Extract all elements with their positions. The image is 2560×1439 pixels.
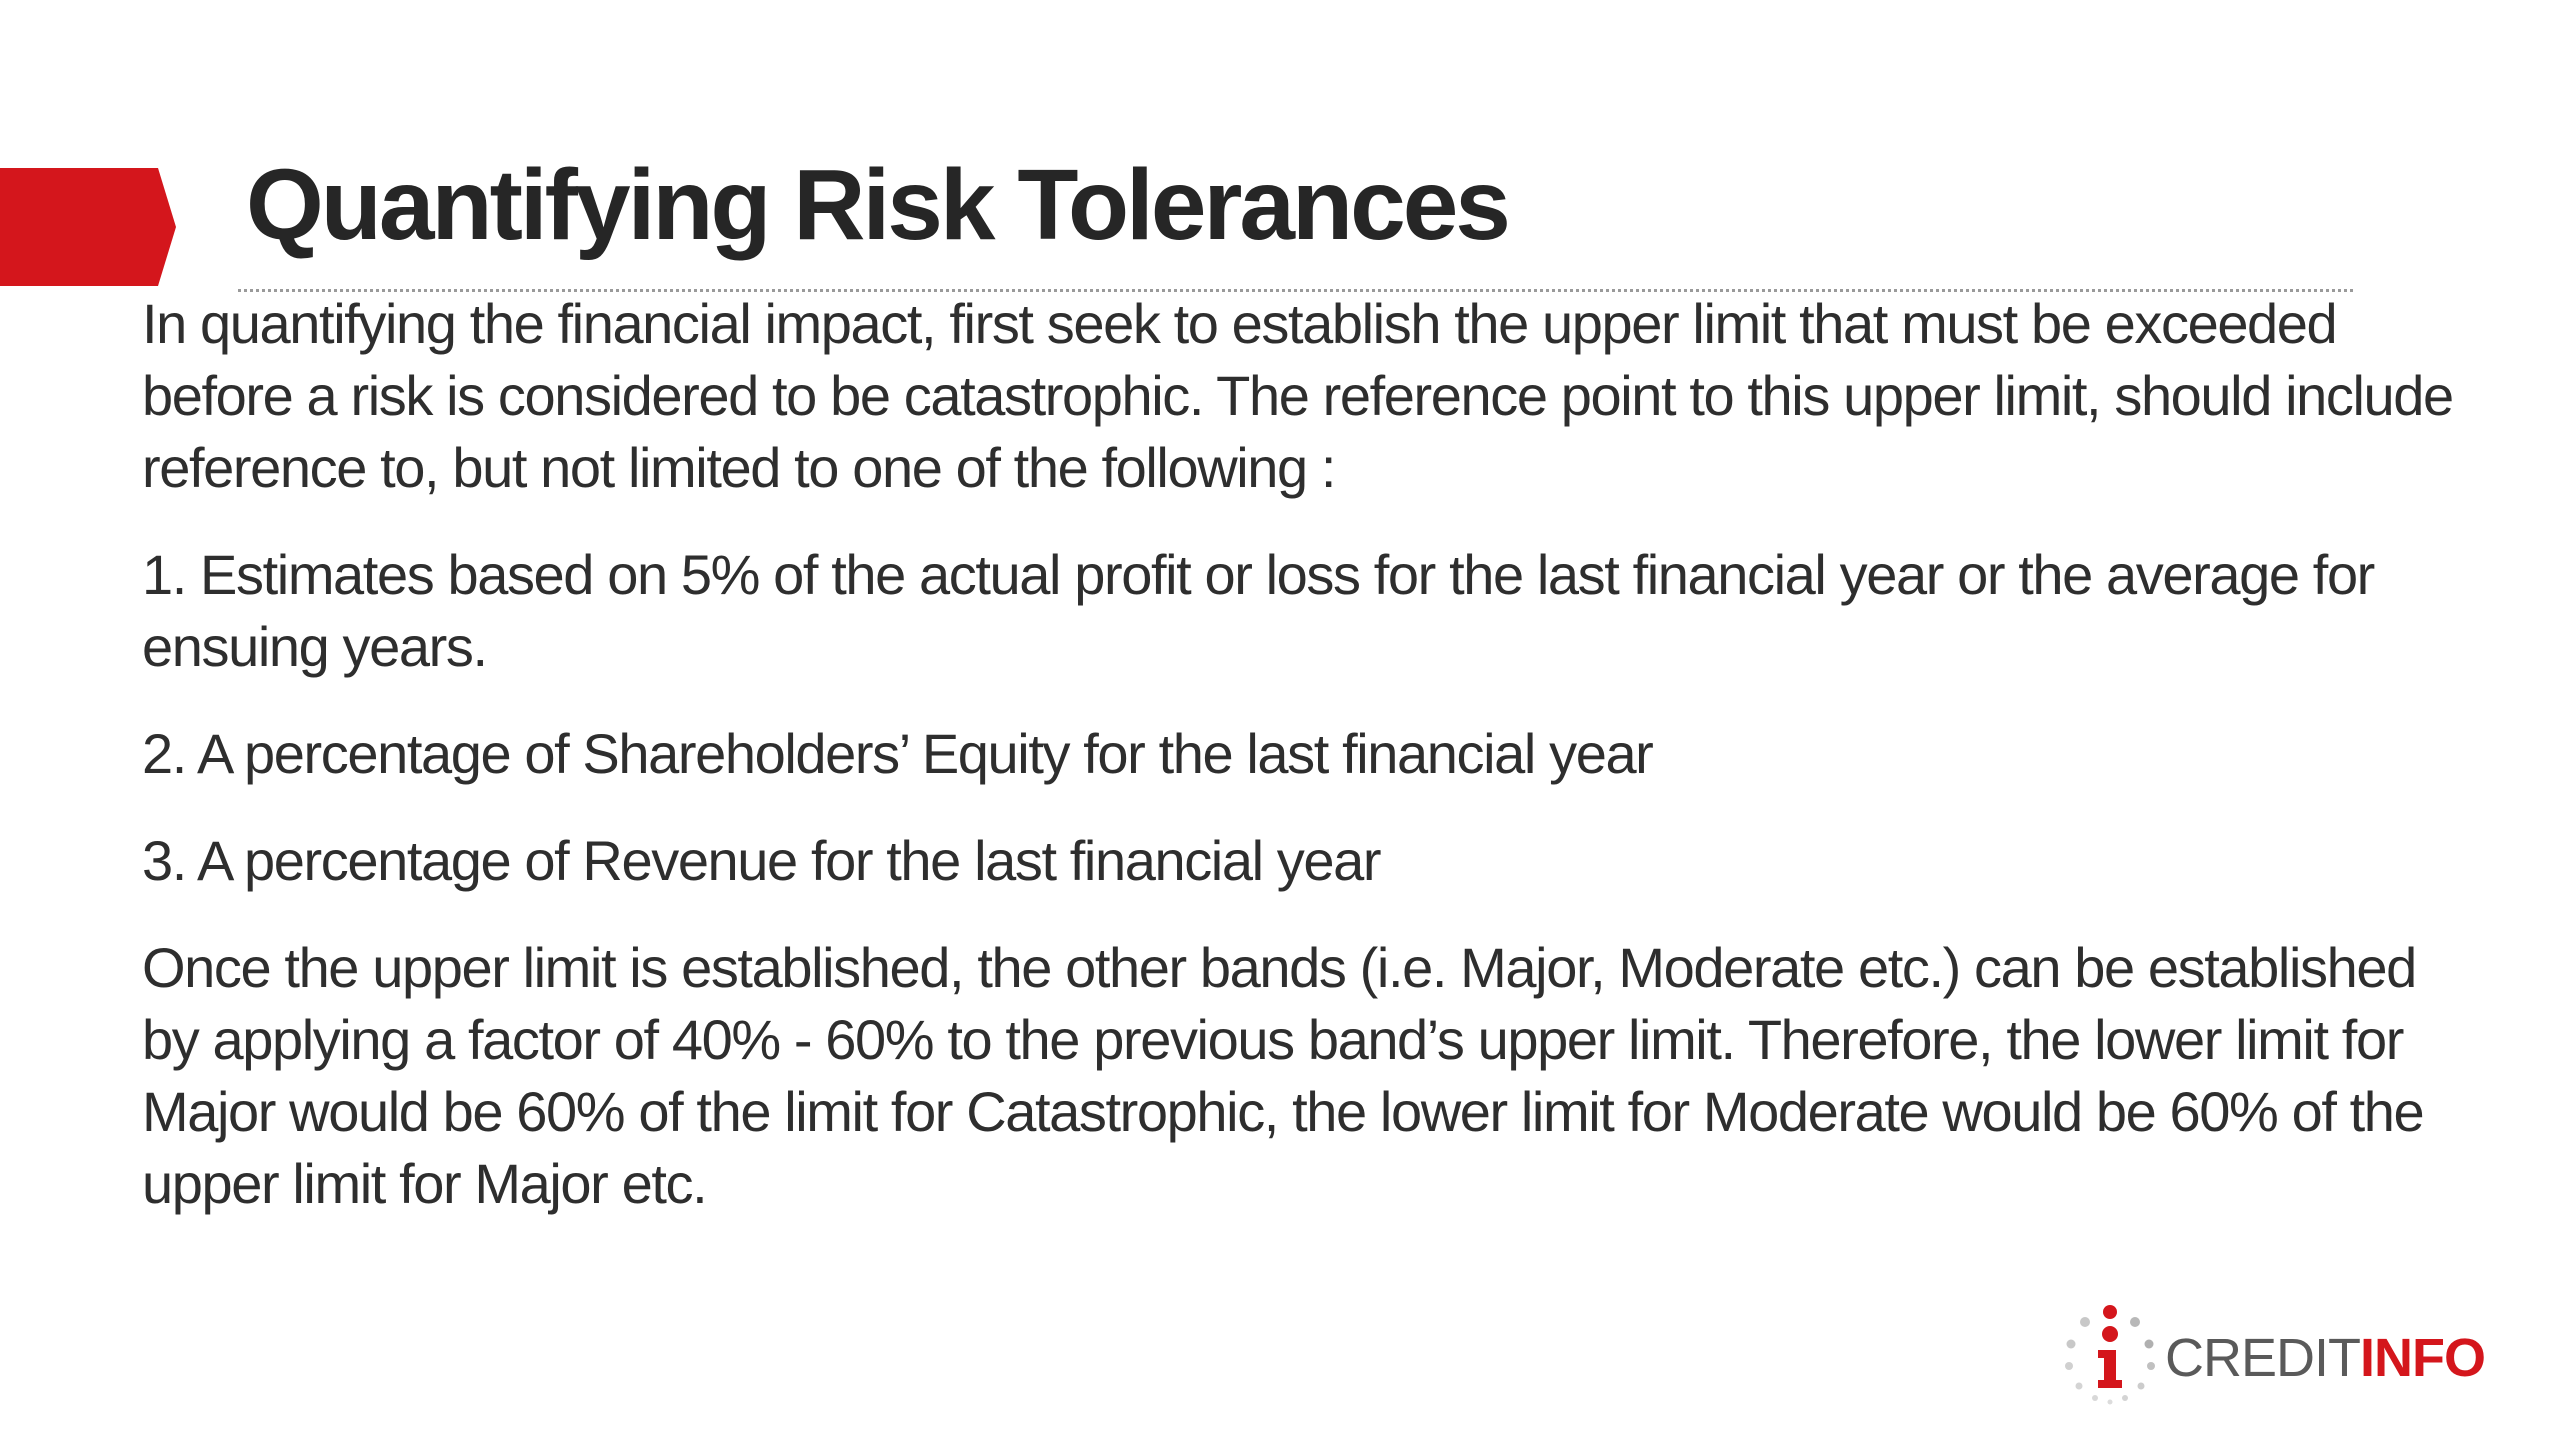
list-item-2: 2. A percentage of Shareholders’ Equity … xyxy=(142,722,1654,785)
slide-title: Quantifying Risk Tolerances xyxy=(246,149,1511,261)
list-item-3: 3. A percentage of Revenue for the last … xyxy=(142,829,1382,892)
logo-wordmark-credit: CREDIT xyxy=(2165,1328,2361,1388)
slide-body: In quantifying the financial impact, fir… xyxy=(142,288,2472,1220)
closing-paragraph: Once the upper limit is established, the… xyxy=(142,936,2425,1215)
logo-wordmark: CREDITINFO xyxy=(2165,1328,2486,1388)
list-item-1: 1. Estimates based on 5% of the actual p… xyxy=(142,543,2375,678)
logo-wordmark-info: INFO xyxy=(2360,1328,2486,1388)
intro-paragraph: In quantifying the financial impact, fir… xyxy=(142,292,2454,499)
title-accent-tab xyxy=(0,168,176,286)
title-divider xyxy=(238,289,2353,292)
creditinfo-logo: CREDITINFO xyxy=(2055,1300,2525,1410)
creditinfo-i-logo-icon xyxy=(2065,1305,2155,1405)
